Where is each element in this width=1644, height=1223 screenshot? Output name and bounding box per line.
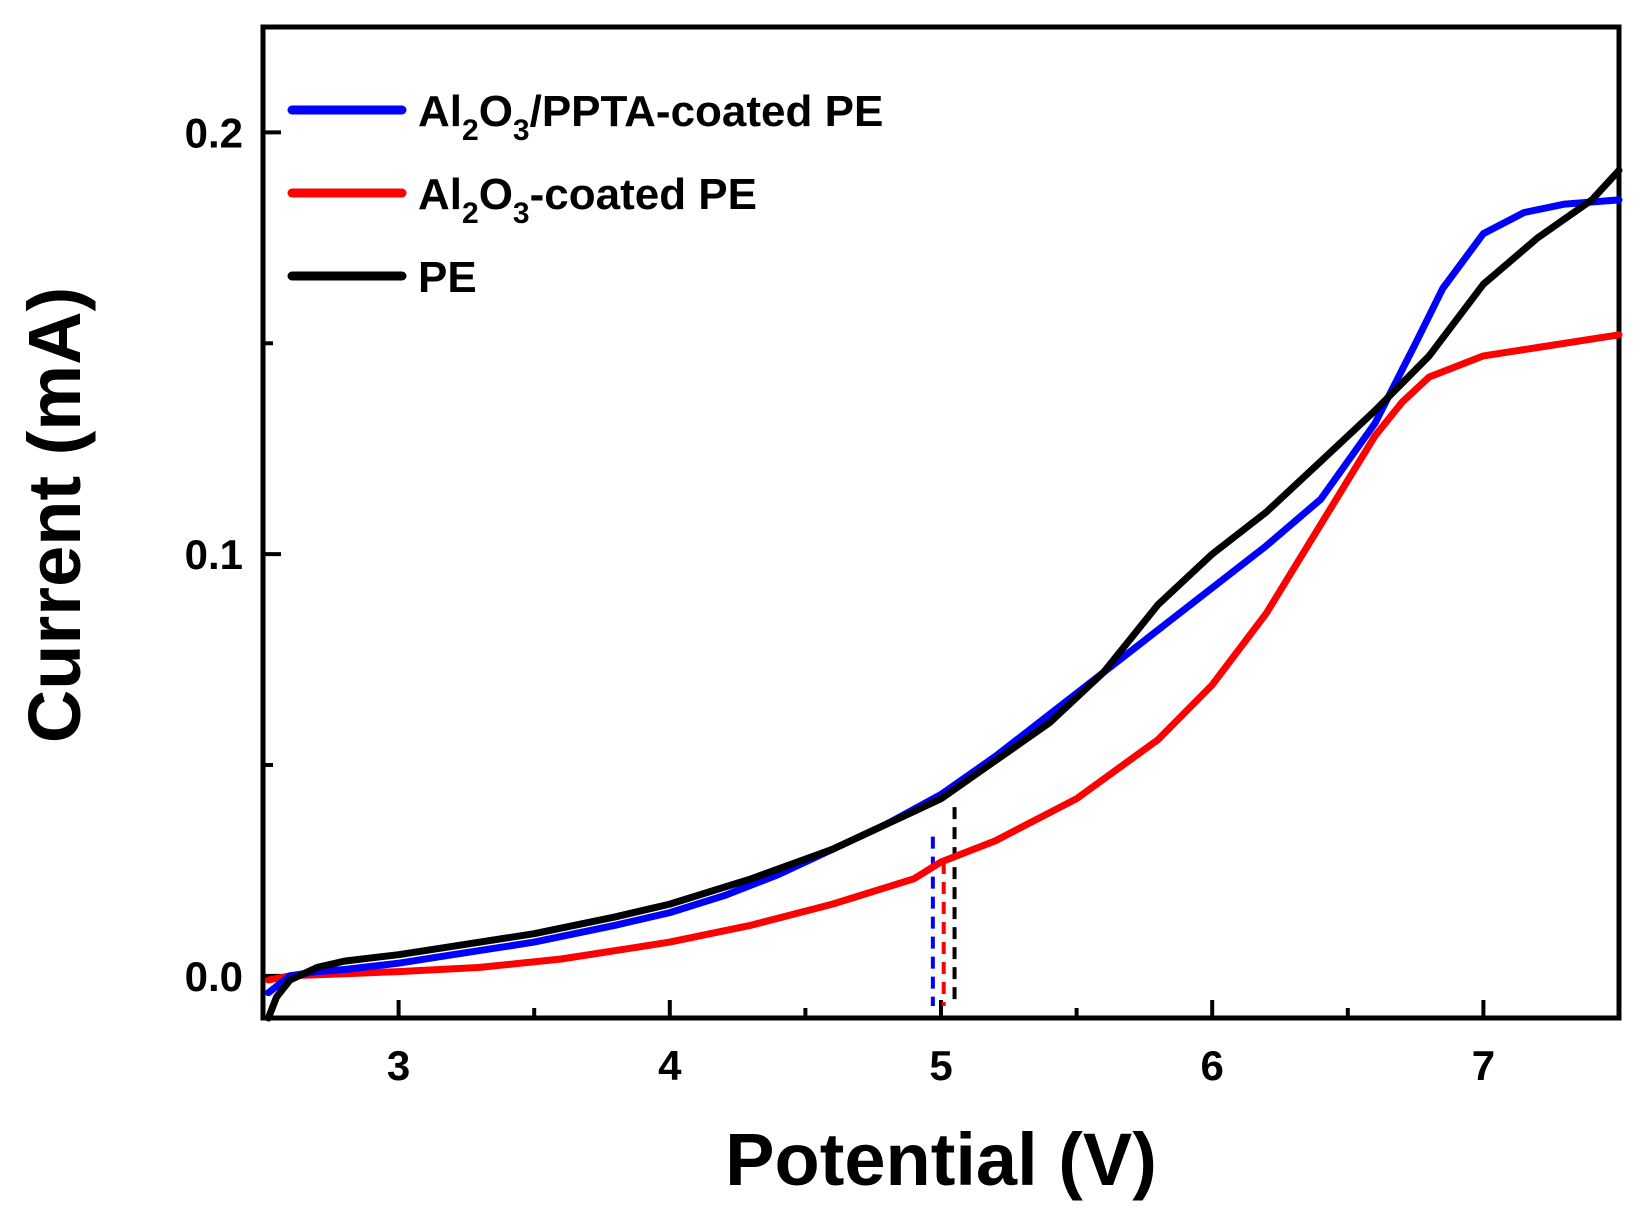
tick-labels: 3 4 5 6 7 0.0 0.1 0.2: [185, 109, 1495, 1089]
x-tick-label: 5: [929, 1042, 952, 1089]
series-line-3: [264, 166, 1623, 1022]
legend-text-part: Al: [418, 170, 462, 219]
series-line-2: [264, 331, 1623, 984]
y-axis-title: Current (mA): [13, 287, 96, 743]
legend-text-part: O: [479, 87, 513, 136]
legend-label: Al2O3-coated PE: [418, 170, 757, 230]
x-tick-label: 3: [387, 1042, 410, 1089]
x-tick-label: 4: [658, 1042, 682, 1089]
legend-text-part: -coated PE: [530, 170, 757, 219]
y-tick-label: 0.2: [185, 109, 243, 156]
legend-text-part: /PPTA-coated PE: [530, 87, 884, 136]
y-tick-label: 0.0: [185, 953, 243, 1000]
legend-subscript: 3: [513, 114, 530, 147]
legend-text-part: Al: [418, 87, 462, 136]
onset-markers: [930, 807, 957, 1006]
data-series: [264, 166, 1623, 1022]
legend-subscript: 3: [513, 197, 530, 230]
legend-text-part: O: [479, 170, 513, 219]
x-axis-title: Potential (V): [725, 1118, 1157, 1201]
plot-area: [260, 24, 1623, 1022]
legend-subscript: 2: [462, 114, 479, 147]
legend-label: PE: [418, 253, 477, 302]
legend-label: Al2O3/PPTA-coated PE: [418, 87, 883, 147]
x-tick-label: 7: [1472, 1042, 1495, 1089]
plot-frame: [260, 24, 1622, 1021]
legend-text-part: PE: [418, 253, 477, 302]
axis-ticks: [263, 130, 1486, 1018]
x-tick-label: 6: [1201, 1042, 1224, 1089]
legend-subscript: 2: [462, 197, 479, 230]
y-tick-label: 0.1: [185, 531, 243, 578]
